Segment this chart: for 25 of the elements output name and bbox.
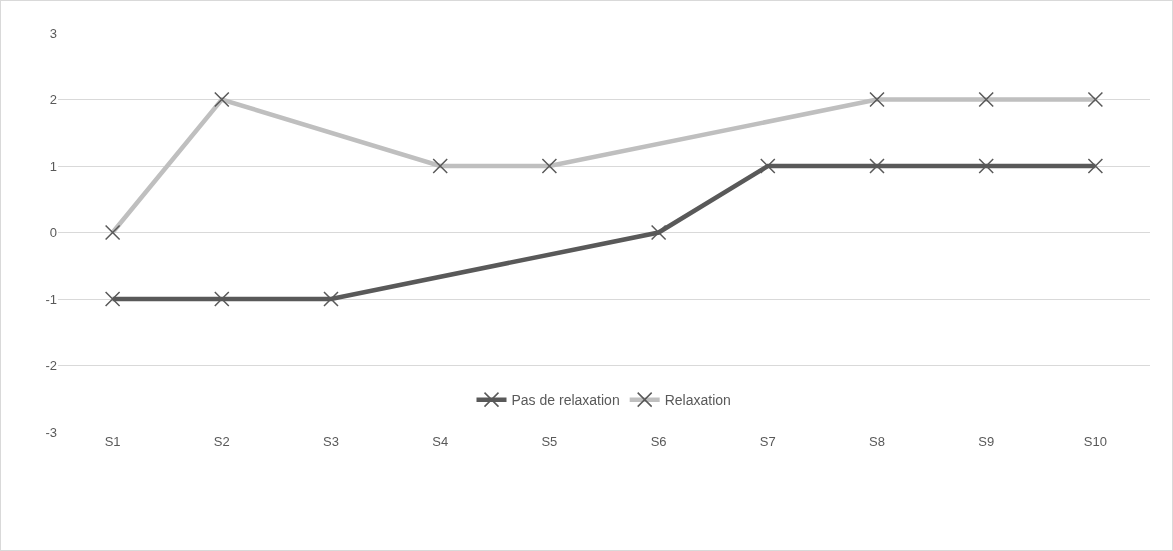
- x-tick-label: S6: [650, 434, 667, 449]
- x-tick-label: S2: [213, 434, 230, 449]
- point: [323, 291, 339, 307]
- y-tick-label: 1: [49, 158, 57, 174]
- y-tick-label: 0: [49, 225, 57, 241]
- x-tick-label: S7: [759, 434, 776, 449]
- legend-label: Pas de relaxation: [511, 392, 620, 409]
- y-tick-label: -3: [45, 424, 57, 440]
- x-tick-label: S3: [323, 434, 339, 449]
- y-tick-label: 2: [49, 92, 57, 108]
- point: [104, 291, 121, 307]
- legend-label: Relaxation: [664, 392, 731, 409]
- point: [1087, 158, 1104, 174]
- point: [214, 291, 230, 307]
- y-tick-label: -1: [45, 291, 57, 307]
- y-tick-label: -2: [45, 358, 57, 374]
- x-tick-label: S9: [978, 434, 995, 449]
- x-tick-label: S10: [1083, 434, 1107, 449]
- point: [978, 158, 994, 174]
- x-tick-label: S5: [541, 434, 558, 449]
- x-tick-label: S1: [104, 434, 121, 449]
- x-tick-label: S8: [869, 434, 885, 449]
- y-tick-label: 3: [49, 25, 57, 41]
- x-tick-label: S4: [432, 434, 449, 449]
- point: [869, 158, 885, 174]
